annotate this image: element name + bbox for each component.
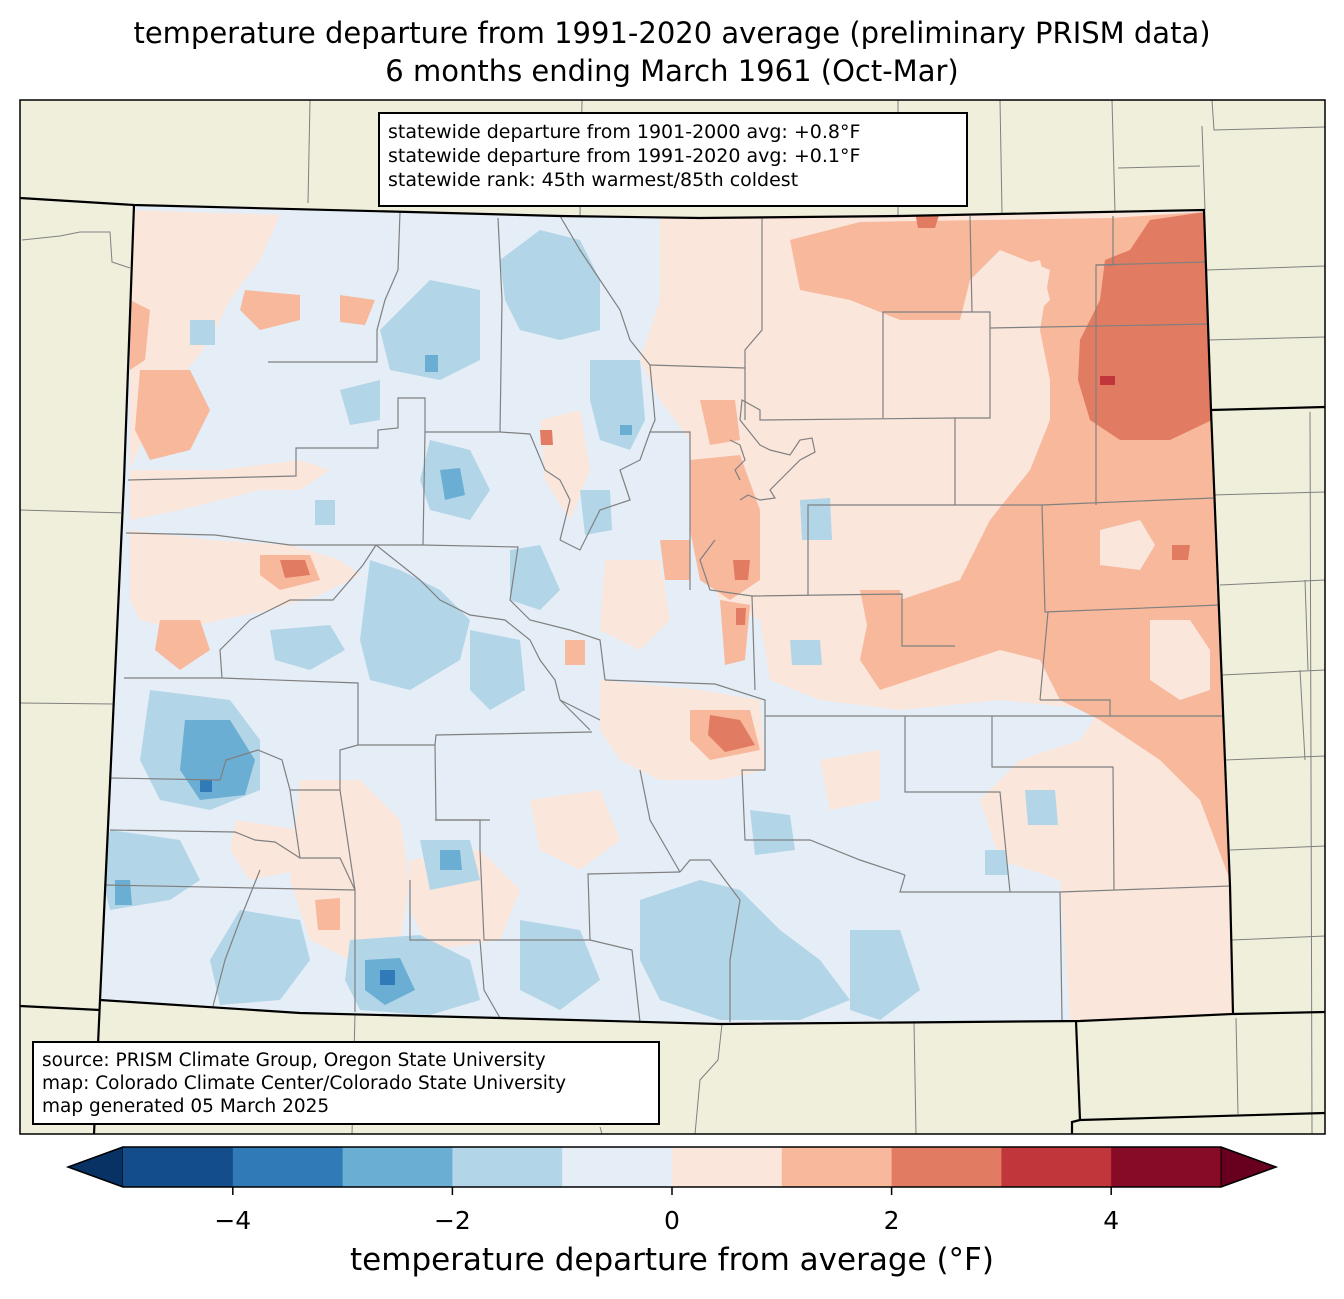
colorbar-bin: [781, 1147, 893, 1187]
map-title-line-1: temperature departure from 1991-2020 ave…: [133, 16, 1211, 50]
colorbar-bin: [123, 1147, 234, 1187]
colorbar-under-arrow: [66, 1146, 124, 1188]
source-line-data: source: PRISM Climate Group, Oregon Stat…: [42, 1050, 546, 1071]
colorbar-tick-label: 0: [664, 1206, 680, 1235]
colorbar-bin: [672, 1147, 783, 1187]
colorbar: [65, 1146, 1279, 1195]
colorbar-over-arrow: [1220, 1146, 1278, 1188]
source-box: source: PRISM Climate Group, Oregon Stat…: [32, 1041, 660, 1125]
map-title-line-2: 6 months ending March 1961 (Oct-Mar): [385, 54, 959, 88]
metro-county-lines: [729, 419, 816, 501]
stats-line-1991-2020: statewide departure from 1991-2020 avg: …: [388, 145, 861, 167]
source-line-map: map: Colorado Climate Center/Colorado St…: [42, 1073, 567, 1094]
source-line-generated: map generated 05 March 2025: [42, 1096, 330, 1117]
colorbar-bin: [891, 1147, 1002, 1187]
stats-line-1901-2000: statewide departure from 1901-2000 avg: …: [388, 121, 861, 143]
colorbar-bin: [562, 1147, 673, 1187]
colorbar-outline: [65, 1146, 1279, 1188]
colorbar-bin: [342, 1147, 453, 1187]
temperature-field: [100, 205, 1233, 1024]
colorbar-label: temperature departure from average (°F): [350, 1242, 994, 1278]
colorbar-tick-label: 2: [883, 1206, 900, 1235]
statewide-stats-box: statewide departure from 1901-2000 avg: …: [378, 112, 968, 207]
colorbar-tick-label: 4: [1103, 1206, 1120, 1235]
colorbar-bin: [452, 1147, 563, 1187]
colorbar-bin: [232, 1147, 344, 1187]
stats-line-rank: statewide rank: 45th warmest/85th coldes…: [388, 169, 799, 191]
map-frame: [19, 99, 1326, 1135]
colorbar-bin: [1001, 1147, 1112, 1187]
county-lines: [103, 211, 1231, 1023]
colorbar-bin: [1111, 1147, 1222, 1187]
colorbar-tick-label: −2: [433, 1206, 471, 1235]
colorbar-tick-label: −4: [214, 1206, 252, 1235]
